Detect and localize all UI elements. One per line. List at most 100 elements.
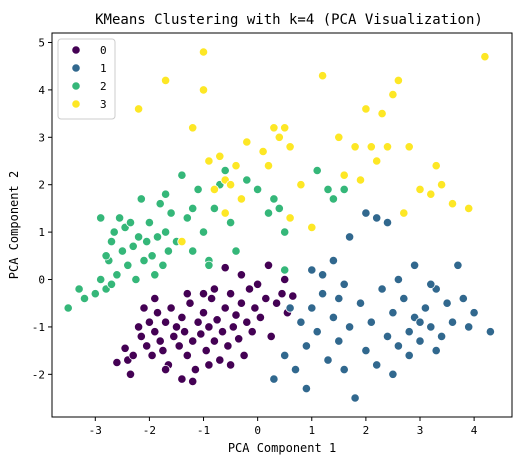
data-point-cluster-1 [426,322,436,332]
data-point-cluster-0 [120,343,130,353]
data-point-cluster-1 [317,270,328,280]
data-point-cluster-2 [106,279,117,289]
data-point-cluster-0 [166,303,176,313]
data-point-cluster-0 [223,341,233,351]
legend-marker-0 [71,45,81,55]
data-point-cluster-3 [361,104,371,114]
data-point-cluster-1 [334,293,344,304]
data-point-cluster-0 [128,350,138,360]
data-point-cluster-0 [112,357,122,368]
x-tick-label: 1 [308,424,315,437]
data-point-cluster-0 [177,312,187,322]
data-point-cluster-2 [209,203,219,213]
legend-marker-2 [71,81,81,91]
data-point-cluster-1 [339,364,349,375]
data-point-cluster-3 [464,203,474,213]
data-point-cluster-3 [404,142,414,152]
data-point-cluster-2 [152,232,163,242]
data-point-cluster-1 [447,317,458,327]
data-point-cluster-3 [220,208,230,218]
data-point-cluster-1 [334,336,344,346]
x-tick-label: -2 [143,424,156,437]
data-point-cluster-1 [344,322,355,332]
data-point-cluster-3 [242,137,252,147]
data-point-cluster-0 [190,364,200,375]
data-point-cluster-1 [296,317,306,327]
data-point-cluster-3 [231,161,241,171]
data-point-cluster-3 [215,151,225,161]
data-point-cluster-2 [269,194,279,204]
data-point-cluster-0 [196,329,206,339]
data-point-cluster-2 [158,260,168,270]
data-point-cluster-1 [399,293,409,304]
data-point-cluster-2 [220,165,230,176]
data-point-cluster-0 [212,315,222,325]
data-point-cluster-1 [420,303,430,313]
data-point-cluster-2 [144,218,154,228]
data-point-cluster-1 [269,374,279,384]
data-point-cluster-0 [220,263,230,273]
data-point-cluster-3 [236,194,246,204]
data-point-cluster-3 [350,142,360,152]
data-point-cluster-3 [198,85,209,95]
data-point-cluster-0 [280,274,290,285]
data-point-cluster-0 [250,303,260,313]
data-point-cluster-1 [328,255,338,266]
data-point-cluster-0 [177,374,187,384]
data-point-cluster-2 [242,175,252,185]
data-point-cluster-3 [258,146,268,157]
legend-box [57,38,116,120]
data-point-cluster-3 [339,170,349,180]
points-layer [63,47,495,403]
data-point-cluster-0 [242,317,252,327]
x-tick-label: 4 [471,424,478,437]
data-point-cluster-2 [150,270,160,280]
data-point-cluster-1 [350,393,360,403]
data-point-cluster-2 [274,203,284,213]
data-point-cluster-2 [177,170,187,180]
data-point-cluster-3 [296,180,306,190]
x-axis-label: PCA Component 1 [228,441,336,455]
data-point-cluster-2 [128,241,138,251]
data-point-cluster-2 [166,208,176,218]
data-point-cluster-0 [217,327,228,337]
data-point-cluster-2 [226,218,236,228]
data-point-cluster-1 [393,341,403,351]
data-point-cluster-1 [431,345,441,356]
y-tick-label: 5 [38,36,45,49]
data-point-cluster-2 [79,293,90,304]
data-point-cluster-1 [404,327,414,337]
x-tick-label: -3 [89,424,102,437]
data-point-cluster-0 [263,260,274,270]
data-point-cluster-2 [231,246,241,256]
data-point-cluster-0 [261,293,271,304]
data-point-cluster-0 [207,293,217,304]
data-point-cluster-2 [188,246,198,256]
data-point-cluster-3 [415,184,425,194]
data-point-cluster-1 [382,331,393,341]
data-point-cluster-0 [204,360,214,370]
data-point-cluster-1 [469,308,479,318]
data-point-cluster-2 [204,260,214,270]
data-point-cluster-1 [388,369,398,379]
data-point-cluster-2 [323,184,333,194]
data-point-cluster-0 [204,322,214,332]
data-point-cluster-2 [147,251,157,261]
data-point-cluster-2 [125,218,136,228]
data-point-cluster-1 [409,260,420,270]
data-point-cluster-1 [404,350,414,360]
data-point-cluster-2 [312,165,322,176]
data-point-cluster-3 [269,123,279,133]
data-point-cluster-1 [280,350,290,360]
data-point-cluster-3 [334,132,344,142]
data-point-cluster-0 [239,350,249,360]
data-point-cluster-3 [355,175,366,185]
chart-title: KMeans Clustering with k=4 (PCA Visualiz… [95,12,483,28]
data-point-cluster-0 [253,279,263,289]
data-point-cluster-2 [96,274,106,285]
data-point-cluster-0 [150,327,160,337]
data-point-cluster-3 [382,142,393,152]
data-point-cluster-3 [388,90,398,100]
legend-label-3: 3 [100,98,107,111]
